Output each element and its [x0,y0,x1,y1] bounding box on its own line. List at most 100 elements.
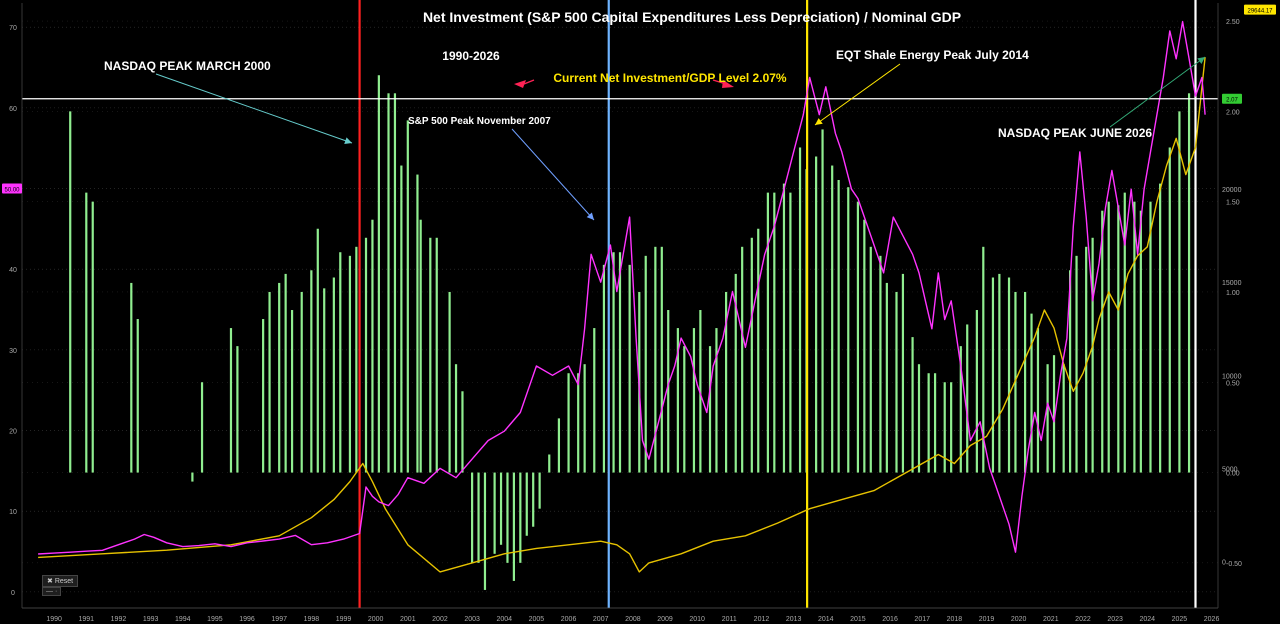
net-investment-bar [506,472,509,563]
net-investment-bar [400,165,403,473]
grid-lines [22,20,1218,593]
net-investment-bar [950,382,953,473]
net-investment-bar [676,328,679,473]
annotation-arrow [511,128,595,221]
net-investment-bar [715,328,718,473]
net-investment-bar [499,472,503,545]
net-investment-bar [654,246,657,473]
net-investment-bar [262,319,265,473]
left-tick-label: 30 [9,348,17,355]
x-tick-label: 2010 [689,616,705,623]
net-investment-bar [268,291,271,473]
net-investment-bar [429,237,432,473]
net-investment-bar [136,319,139,473]
annotations: NASDAQ PEAK MARCH 2000 S&P 500 Peak Novem… [104,48,1206,221]
net-investment-bar [750,237,753,473]
net-investment-bar [1187,93,1191,473]
net-investment-bar [773,192,776,473]
net-investment-bar [1149,201,1152,473]
x-tick-label: 2004 [496,616,512,623]
left-value-marker [2,183,22,194]
net-investment-bar [831,165,834,473]
x-tick-label: 2009 [657,616,673,623]
net-investment-bar [943,382,946,473]
net-investment-bar [895,291,898,473]
net-investment-bar [1101,210,1104,473]
x-tick-label: 2006 [561,616,577,623]
net-investment-bar [1168,147,1171,473]
ratio-tick-label: 0.50 [1226,380,1240,387]
index-line [38,20,1206,555]
x-tick-label: 1991 [79,616,95,623]
reset-button[interactable]: ✖ Reset [42,575,79,587]
x-tick-label: 2014 [818,616,834,623]
net-investment-bar [557,418,561,473]
net-investment-bar [512,472,516,581]
net-investment-bar [1133,201,1136,473]
net-investment-bar [91,201,94,473]
net-investment-bar [583,364,586,473]
net-investment-bar [667,310,670,473]
annotation-arrow [1109,56,1206,128]
net-investment-bar [789,192,792,473]
net-investment-bar [1069,270,1072,473]
net-investment-bar [525,472,528,536]
net-investment-bar [200,382,204,473]
x-tick-label: 2021 [1043,616,1059,623]
left-value-marker-label: 50.00 [4,188,20,194]
ref-right-arrowhead [722,80,734,88]
net-investment-bar [869,246,872,473]
net-investment-bar [1139,210,1142,473]
net-investment-bar [1062,364,1065,473]
net-investment-bar [602,264,606,473]
net-investment-bar [1075,255,1078,473]
net-investment-bar [532,472,535,527]
left-tick-label: 10 [9,509,17,516]
net-investment-bar [1023,291,1027,473]
net-investment-bar [332,277,335,473]
net-investment-bar [355,246,358,473]
net-investment-bar [229,328,233,473]
net-investment-bar [593,328,596,473]
net-investment-bar [998,273,1001,473]
net-investment-bar [278,282,281,473]
net-investment-bar [387,93,390,473]
zoom-toggle-button[interactable]: — · [42,587,62,596]
annotation-label: S&P 500 Peak November 2007 [408,116,551,127]
net-investment-bar [927,373,930,473]
net-investment-bar [348,255,352,473]
x-tick-label: 1995 [207,616,223,623]
net-investment-bar [548,454,551,473]
net-investment-bar [933,373,937,473]
net-investment-bar [1014,291,1017,473]
net-investment-bar [991,277,995,473]
net-investment-bar [519,472,522,563]
ratio-value-marker [1222,93,1242,104]
x-tick-label: 2013 [786,616,802,623]
ratio-tick-label: 1.00 [1226,290,1240,297]
net-investment-bar [798,147,802,473]
net-investment-bar [837,179,840,473]
x-tick-label: 2022 [1075,616,1091,623]
net-investment-bar [724,291,728,473]
net-investment-bar [406,120,409,473]
net-investment-bar [612,252,615,473]
net-investment-bar [448,291,451,473]
x-tick-label: 1998 [304,616,320,623]
net-investment-bar [1123,192,1126,473]
net-investment-bar [371,219,374,473]
x-tick-label: 2025 [1172,616,1188,623]
annotation-arrowhead [1197,57,1205,64]
x-tick-label: 2011 [722,616,737,623]
x-tick-label: 2000 [368,616,384,623]
net-investment-bar [364,237,368,473]
series-lines [22,20,1218,573]
index-value-marker-label: 29644.17 [1247,9,1273,15]
x-tick-label: 1997 [271,616,287,623]
net-investment-bar [477,472,480,563]
net-investment-bar [323,288,326,473]
x-tick-label: 2020 [1011,616,1027,623]
net-investment-bar [1036,328,1040,473]
ratio-tick-label: 2.50 [1226,19,1240,26]
